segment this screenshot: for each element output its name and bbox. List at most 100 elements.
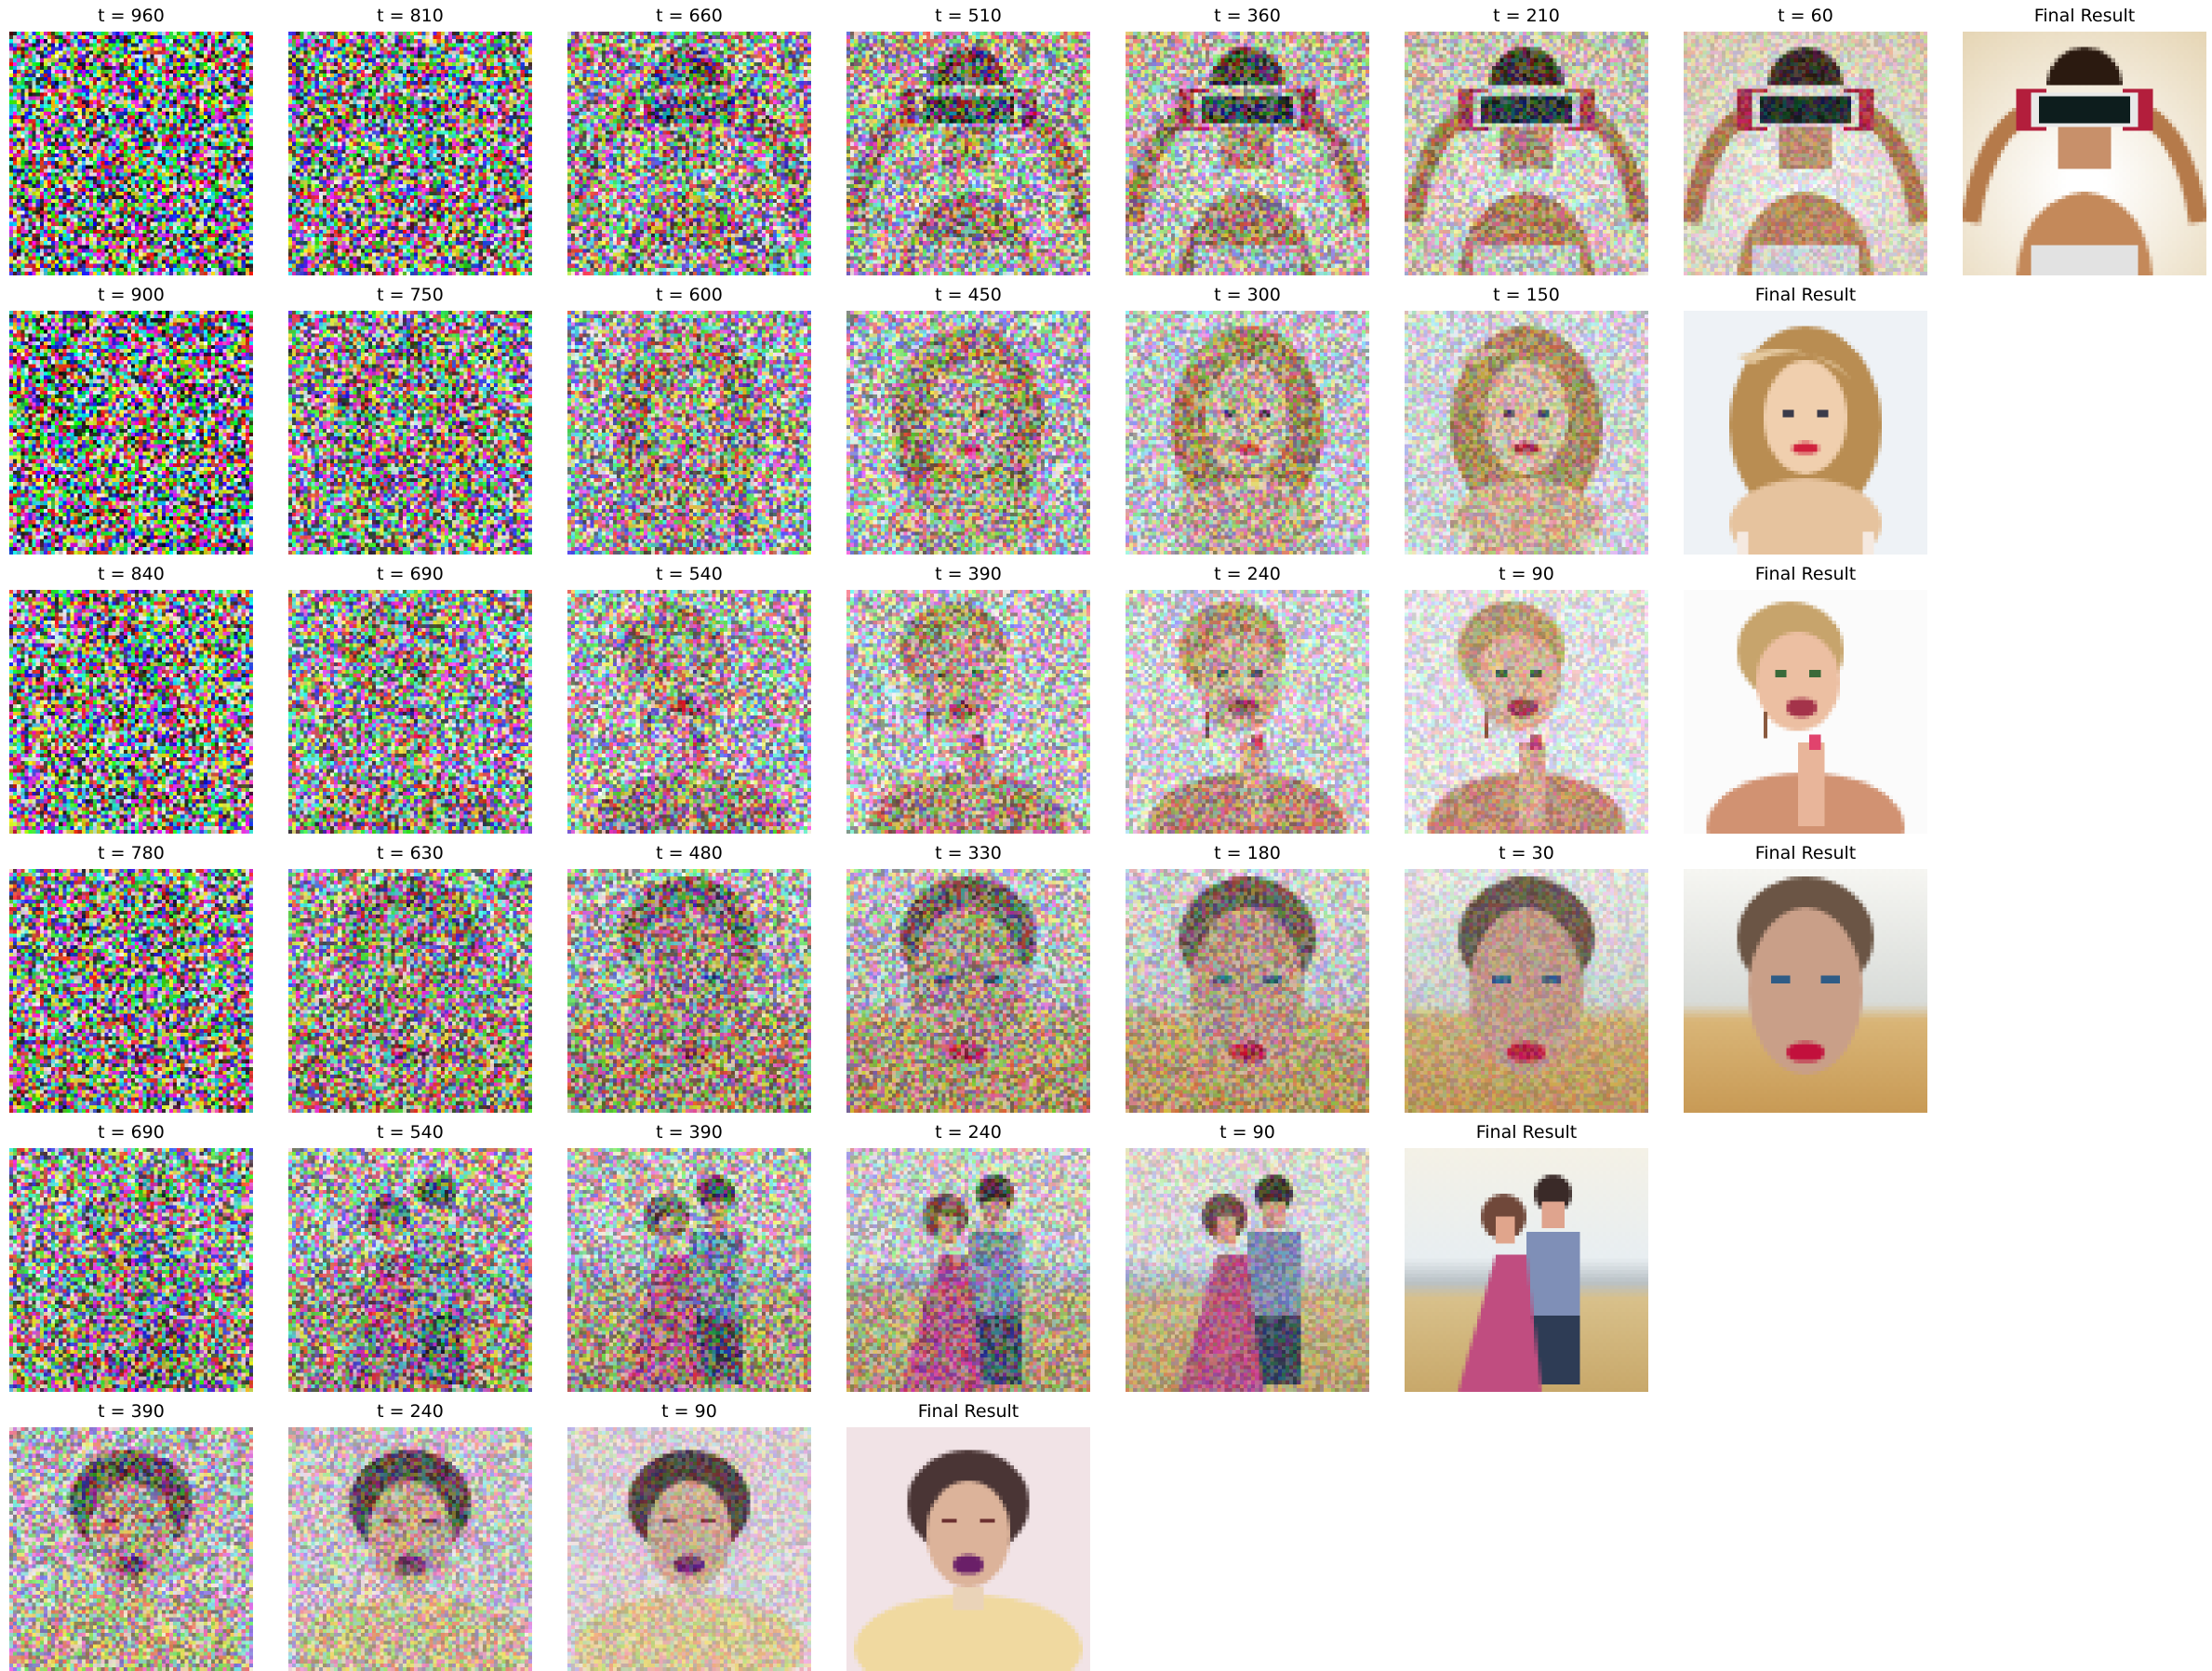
panel-image (288, 32, 532, 275)
panel-image (1963, 32, 2206, 275)
generated-image (9, 1148, 253, 1392)
panel-title: t = 360 (1214, 6, 1281, 26)
panel-title: Final Result (1475, 1122, 1578, 1143)
panel-title: Final Result (2033, 6, 2136, 26)
panel-image (1126, 1148, 1369, 1392)
panel-title: Final Result (1754, 285, 1857, 305)
panel-image (1405, 311, 1648, 555)
panel-title: Final Result (917, 1401, 1019, 1422)
panel-title: t = 660 (656, 6, 723, 26)
generated-image (288, 1148, 532, 1392)
panel-image (567, 1427, 811, 1671)
generated-image (846, 311, 1090, 555)
panel-title: t = 690 (377, 564, 444, 584)
panel-title: t = 540 (377, 1122, 444, 1143)
generated-image (1684, 590, 1927, 834)
panel-title: t = 480 (656, 843, 723, 863)
panel-image (1684, 32, 1927, 275)
generated-image (567, 32, 811, 275)
generated-image (1405, 590, 1648, 834)
panel-image (846, 311, 1090, 555)
generated-image (567, 590, 811, 834)
panel-image (1684, 311, 1927, 555)
panel-title: t = 90 (661, 1401, 717, 1422)
generated-image (1126, 590, 1369, 834)
panel-title: t = 30 (1499, 843, 1554, 863)
generated-image (1684, 32, 1927, 275)
panel-image (1126, 590, 1369, 834)
panel-image (9, 32, 253, 275)
generated-image (288, 32, 532, 275)
panel-image (288, 869, 532, 1113)
panel-image (1405, 1148, 1648, 1392)
panel-image (1684, 869, 1927, 1113)
generated-image (846, 1148, 1090, 1392)
panel-title: t = 390 (656, 1122, 723, 1143)
panel-title: t = 780 (98, 843, 165, 863)
panel-image (567, 869, 811, 1113)
generated-image (1684, 869, 1927, 1113)
generated-image (9, 590, 253, 834)
panel-image (1126, 869, 1369, 1113)
panel-title: t = 840 (98, 564, 165, 584)
generated-image (1963, 32, 2206, 275)
panel-image (846, 869, 1090, 1113)
generated-image (567, 869, 811, 1113)
panel-title: t = 60 (1778, 6, 1833, 26)
panel-image (846, 32, 1090, 275)
panel-title: t = 900 (98, 285, 165, 305)
panel-image (846, 1427, 1090, 1671)
panel-image (846, 1148, 1090, 1392)
panel-image (1405, 869, 1648, 1113)
panel-image (9, 869, 253, 1113)
panel-image (9, 1148, 253, 1392)
panel-title: t = 450 (935, 285, 1002, 305)
generated-image (1405, 1148, 1648, 1392)
generated-image (1684, 311, 1927, 555)
panel-image (1684, 590, 1927, 834)
generated-image (567, 1148, 811, 1392)
panel-title: t = 960 (98, 6, 165, 26)
generated-image (9, 869, 253, 1113)
panel-image (1405, 32, 1648, 275)
generated-image (1126, 1148, 1369, 1392)
panel-title: t = 300 (1214, 285, 1281, 305)
panel-title: t = 240 (935, 1122, 1002, 1143)
panel-image (288, 590, 532, 834)
panel-title: t = 210 (1493, 6, 1560, 26)
panel-image (567, 590, 811, 834)
panel-title: t = 600 (656, 285, 723, 305)
panel-image (1126, 32, 1369, 275)
generated-image (9, 1427, 253, 1671)
panel-title: t = 240 (1214, 564, 1281, 584)
panel-title: t = 180 (1214, 843, 1281, 863)
panel-title: Final Result (1754, 564, 1857, 584)
panel-image (1126, 311, 1369, 555)
panel-title: t = 690 (98, 1122, 165, 1143)
panel-image (846, 590, 1090, 834)
generated-image (846, 1427, 1090, 1671)
panel-title: t = 390 (98, 1401, 165, 1422)
panel-image (1405, 590, 1648, 834)
generated-image (288, 311, 532, 555)
panel-title: t = 510 (935, 6, 1002, 26)
generated-image (1405, 869, 1648, 1113)
panel-image (567, 1148, 811, 1392)
generated-image (1126, 311, 1369, 555)
panel-title: t = 150 (1493, 285, 1560, 305)
panel-image (9, 1427, 253, 1671)
panel-image (567, 32, 811, 275)
panel-title: t = 90 (1219, 1122, 1275, 1143)
generated-image (1405, 32, 1648, 275)
generated-image (9, 311, 253, 555)
panel-image (288, 311, 532, 555)
panel-title: t = 330 (935, 843, 1002, 863)
generated-image (846, 869, 1090, 1113)
panel-title: t = 540 (656, 564, 723, 584)
generated-image (1126, 32, 1369, 275)
generated-image (567, 1427, 811, 1671)
generated-image (9, 32, 253, 275)
panel-title: Final Result (1754, 843, 1857, 863)
generated-image (567, 311, 811, 555)
